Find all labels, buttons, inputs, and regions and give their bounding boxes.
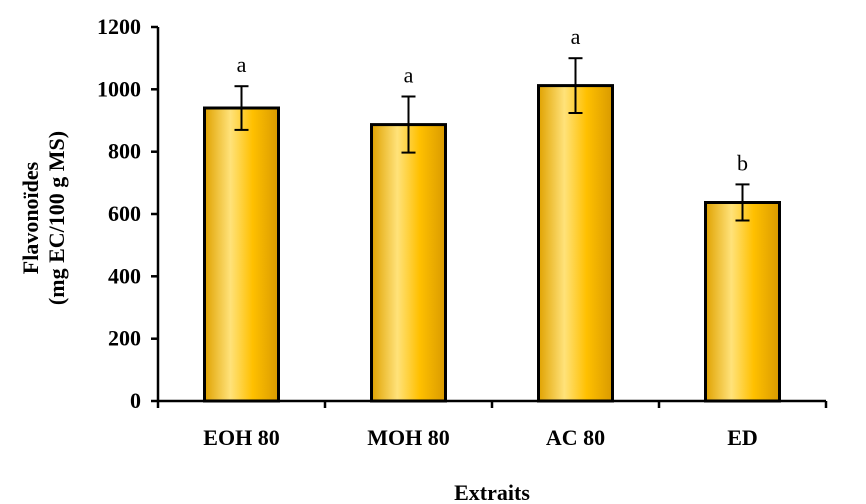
x-tick-label-0: EOH 80 — [203, 425, 279, 450]
bar-eoh-80 — [203, 106, 280, 403]
x-tick-label-1: MOH 80 — [367, 425, 450, 450]
significance-letter-0: a — [237, 52, 247, 77]
y-axis-title-line-1: Flavonoïdes — [18, 161, 43, 274]
significance-letters-group: a a a b — [237, 24, 748, 175]
bar-ed — [704, 201, 781, 403]
y-tick-label-2: 400 — [108, 263, 141, 288]
y-tick-label-5: 1000 — [97, 76, 141, 101]
bar-ac-80 — [537, 84, 614, 403]
bar-moh-80 — [370, 123, 447, 403]
y-tick-label-4: 800 — [108, 139, 141, 164]
x-tick-label-2: AC 80 — [546, 425, 605, 450]
y-tick-label-6: 1200 — [97, 14, 141, 39]
y-tick-label-1: 200 — [108, 326, 141, 351]
x-axis-title: Extraits — [454, 480, 530, 504]
x-tick-label-3: ED — [727, 425, 758, 450]
x-axis: EOH 80 MOH 80 AC 80 ED — [156, 399, 828, 450]
significance-letter-2: a — [571, 24, 581, 49]
y-axis-title: Flavonoïdes (mg EC/100 g MS) — [18, 131, 69, 305]
y-axis: 0 200 400 600 800 1000 1200 — [97, 14, 160, 413]
error-bars-group — [234, 57, 750, 222]
significance-letter-3: b — [737, 150, 748, 175]
y-tick-label-0: 0 — [130, 388, 141, 413]
y-tick-label-3: 600 — [108, 201, 141, 226]
bars-group — [203, 84, 781, 403]
significance-letter-1: a — [404, 63, 414, 88]
y-axis-title-line-2: (mg EC/100 g MS) — [44, 131, 69, 305]
